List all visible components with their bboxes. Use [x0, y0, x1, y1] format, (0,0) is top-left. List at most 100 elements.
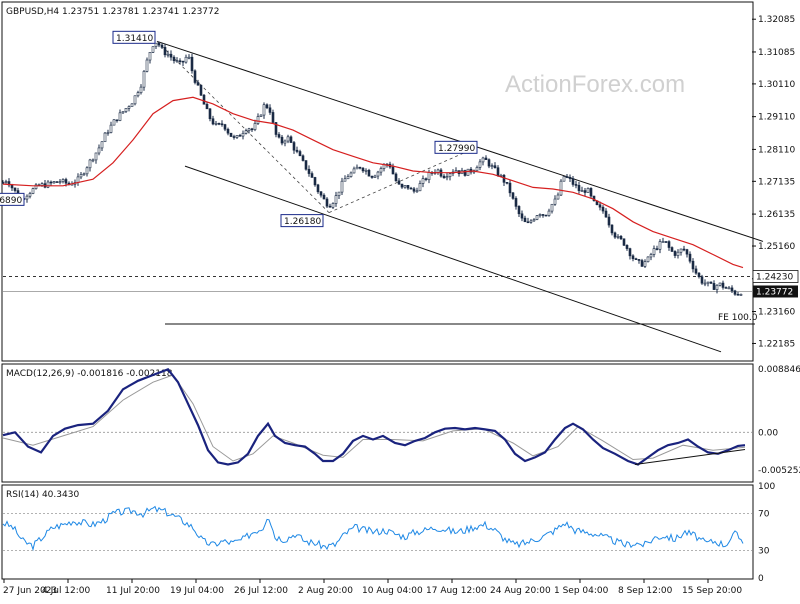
- level-label: 1.24230: [756, 272, 793, 282]
- candle-body: [562, 176, 566, 182]
- candle-body: [175, 60, 179, 62]
- candle-body: [370, 175, 374, 178]
- candle-body: [112, 119, 116, 126]
- candle-body: [679, 248, 683, 253]
- time-tick-label: 8 Sep 12:00: [618, 586, 673, 596]
- candle-body: [124, 108, 128, 112]
- price-label-box: [280, 214, 324, 228]
- macd-signal: [2, 374, 746, 462]
- rsi-panel: [1, 484, 754, 580]
- candle-body: [622, 238, 626, 246]
- candle-body: [4, 181, 8, 183]
- candle-body: [223, 124, 227, 130]
- candle-body: [325, 198, 329, 207]
- candle-body: [97, 147, 101, 154]
- price-label-1: 1.27990: [438, 144, 475, 154]
- candle-body: [490, 165, 494, 167]
- candle-body: [256, 116, 260, 124]
- candle-body: [118, 112, 122, 121]
- candle-body: [283, 140, 287, 144]
- candle-body: [466, 168, 470, 176]
- rsi-tick-label: 70: [758, 510, 770, 520]
- price-tick-label: 1.32085: [758, 15, 795, 25]
- price-tick-label: 1.29110: [758, 113, 795, 123]
- candle-body: [31, 188, 35, 194]
- candle-body: [328, 205, 332, 208]
- time-tick-label: 11 Jul 20:00: [106, 586, 160, 596]
- candle-body: [421, 178, 425, 184]
- candle-body: [577, 185, 581, 192]
- candle-body: [154, 42, 158, 47]
- candle-body: [616, 236, 620, 238]
- candle-body: [532, 219, 536, 222]
- candle-body: [649, 254, 653, 258]
- candle-body: [463, 170, 467, 176]
- candle-body: [703, 282, 707, 285]
- candle-body: [526, 221, 530, 224]
- candle-body: [712, 283, 716, 290]
- candle-body: [241, 133, 245, 137]
- price-tick-label: 1.25160: [758, 242, 795, 252]
- candle-body: [670, 247, 674, 252]
- candle-body: [10, 184, 14, 189]
- candle-body: [541, 214, 545, 216]
- candle-body: [61, 179, 65, 182]
- candle-body: [265, 104, 269, 109]
- candle-body: [631, 255, 635, 259]
- candle-body: [556, 194, 560, 200]
- candle-body: [523, 217, 527, 223]
- candle-body: [661, 241, 665, 243]
- candle-body: [733, 290, 737, 295]
- price-label-3: 1.26890: [0, 196, 22, 206]
- price-label-2: 1.26180: [284, 217, 321, 227]
- candle-body: [514, 198, 518, 207]
- candle-body: [625, 244, 629, 249]
- candle-body: [685, 249, 689, 255]
- candle-body: [739, 294, 743, 296]
- rsi-tick-label: 30: [758, 546, 770, 556]
- time-tick-label: 19 Jul 04:00: [170, 586, 224, 596]
- candle-body: [397, 180, 401, 185]
- candle-body: [403, 185, 407, 188]
- candle-body: [481, 157, 485, 163]
- candle-body: [721, 282, 725, 288]
- candle-body: [535, 215, 539, 220]
- candle-body: [349, 172, 353, 177]
- candle-body: [172, 56, 176, 62]
- candle-body: [250, 128, 254, 131]
- candle-body: [646, 256, 650, 263]
- candle-body: [505, 182, 509, 184]
- candle-body: [565, 176, 569, 178]
- candle-body: [187, 56, 191, 59]
- candle-body: [568, 177, 572, 179]
- candle-body: [361, 167, 365, 172]
- candle-body: [544, 214, 548, 217]
- macd-title: MACD(12,26,9) -0.001816 -0.002118: [6, 369, 173, 379]
- candle-body: [49, 181, 53, 184]
- candle-body: [427, 172, 431, 181]
- candle-body: [292, 142, 296, 151]
- candle-body: [607, 216, 611, 226]
- candle-body: [217, 123, 221, 125]
- candle-body: [190, 56, 194, 72]
- candle-body: [211, 118, 215, 125]
- candle-body: [289, 136, 293, 143]
- candle-body: [76, 176, 80, 183]
- candle-body: [406, 185, 410, 189]
- candle-body: [142, 71, 146, 88]
- time-tick-label: 15 Sep 20:00: [682, 586, 742, 596]
- candle-body: [214, 123, 218, 125]
- candle-body: [202, 94, 206, 105]
- candle-body: [442, 175, 446, 179]
- candle-body: [232, 136, 236, 138]
- candle-body: [400, 183, 404, 188]
- candle-body: [115, 119, 119, 122]
- candle-body: [550, 203, 554, 212]
- candle-body: [1, 182, 5, 184]
- price-title: GBPUSD,H4 1.23751 1.23781 1.23741 1.2377…: [6, 7, 219, 17]
- time-tick-label: 26 Jul 12:00: [234, 586, 288, 596]
- candle-body: [226, 128, 230, 134]
- candle-body: [235, 135, 239, 138]
